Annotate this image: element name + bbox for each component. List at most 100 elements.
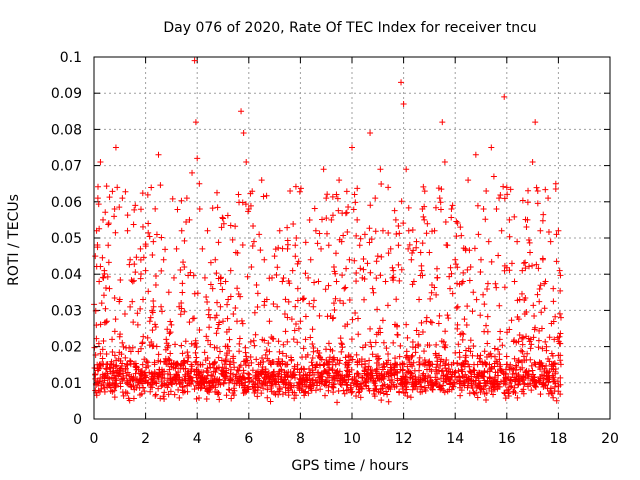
data-point bbox=[97, 263, 104, 270]
data-point bbox=[428, 319, 435, 326]
data-point bbox=[403, 166, 410, 173]
data-point bbox=[187, 375, 194, 382]
data-point bbox=[466, 368, 473, 375]
data-point bbox=[215, 239, 222, 246]
data-point bbox=[522, 294, 529, 301]
data-point bbox=[120, 343, 127, 350]
data-point bbox=[416, 354, 423, 361]
data-point bbox=[250, 385, 257, 392]
data-point bbox=[515, 371, 522, 378]
data-point bbox=[550, 318, 557, 325]
data-point bbox=[132, 269, 139, 276]
data-point bbox=[400, 389, 407, 396]
data-point bbox=[309, 362, 316, 369]
data-point bbox=[434, 274, 441, 281]
data-point bbox=[409, 344, 416, 351]
x-tick-label: 10 bbox=[343, 431, 361, 447]
data-point bbox=[323, 346, 330, 353]
data-point bbox=[209, 373, 216, 380]
data-point bbox=[329, 356, 336, 363]
data-point bbox=[245, 206, 252, 213]
data-point bbox=[311, 279, 318, 286]
data-point bbox=[242, 349, 249, 356]
data-point bbox=[105, 221, 112, 228]
y-axis-label: ROTI / TECUs bbox=[6, 194, 22, 286]
data-point bbox=[294, 297, 301, 304]
data-point bbox=[536, 298, 543, 305]
data-point bbox=[251, 389, 258, 396]
data-point bbox=[522, 374, 529, 381]
data-point bbox=[103, 351, 110, 358]
data-point bbox=[393, 296, 400, 303]
data-point bbox=[479, 361, 486, 368]
data-point bbox=[178, 227, 185, 234]
data-point bbox=[142, 267, 149, 274]
data-point bbox=[330, 300, 337, 307]
data-point bbox=[213, 270, 220, 277]
data-point bbox=[196, 327, 203, 334]
data-point bbox=[161, 395, 168, 402]
data-point bbox=[259, 336, 266, 343]
data-point bbox=[98, 300, 105, 307]
data-point bbox=[326, 359, 333, 366]
data-point bbox=[169, 195, 176, 202]
data-point bbox=[146, 318, 153, 325]
data-point bbox=[203, 396, 210, 403]
data-point bbox=[167, 318, 174, 325]
data-point bbox=[258, 177, 265, 184]
data-point bbox=[116, 349, 123, 356]
data-point bbox=[418, 267, 425, 274]
data-point bbox=[203, 333, 210, 340]
data-point bbox=[545, 355, 552, 362]
data-point bbox=[119, 339, 126, 346]
data-point bbox=[497, 191, 504, 198]
data-point bbox=[300, 389, 307, 396]
data-point bbox=[124, 227, 131, 234]
data-point bbox=[139, 190, 146, 197]
data-point bbox=[152, 205, 159, 212]
data-point bbox=[420, 183, 427, 190]
data-point bbox=[315, 352, 322, 359]
data-point bbox=[404, 393, 411, 400]
data-point bbox=[112, 229, 119, 236]
data-point bbox=[116, 204, 123, 211]
data-point bbox=[250, 337, 257, 344]
data-point bbox=[345, 361, 352, 368]
data-point bbox=[129, 298, 136, 305]
data-point bbox=[354, 216, 361, 223]
data-point bbox=[258, 381, 265, 388]
data-point bbox=[276, 384, 283, 391]
data-point bbox=[158, 234, 165, 241]
data-point bbox=[465, 177, 472, 184]
data-point bbox=[453, 218, 460, 225]
data-point bbox=[296, 382, 303, 389]
data-point bbox=[260, 358, 267, 365]
data-point bbox=[528, 387, 535, 394]
data-point bbox=[526, 338, 533, 345]
data-point bbox=[539, 256, 546, 263]
data-point bbox=[421, 377, 428, 384]
data-point bbox=[192, 119, 199, 126]
data-point bbox=[354, 359, 361, 366]
data-point bbox=[391, 371, 398, 378]
data-point bbox=[214, 376, 221, 383]
data-point bbox=[495, 346, 502, 353]
data-point bbox=[336, 368, 343, 375]
data-point bbox=[354, 380, 361, 387]
data-point bbox=[406, 241, 413, 248]
data-point bbox=[127, 358, 134, 365]
data-point bbox=[336, 177, 343, 184]
data-point bbox=[172, 341, 179, 348]
data-point bbox=[519, 341, 526, 348]
data-point bbox=[316, 230, 323, 237]
data-point bbox=[429, 386, 436, 393]
data-point bbox=[284, 245, 291, 252]
data-point bbox=[193, 358, 200, 365]
data-point bbox=[362, 379, 369, 386]
data-point bbox=[501, 195, 508, 202]
data-point bbox=[312, 376, 319, 383]
data-point bbox=[93, 227, 100, 234]
data-point bbox=[193, 395, 200, 402]
data-point bbox=[121, 311, 128, 318]
data-point bbox=[550, 394, 557, 401]
